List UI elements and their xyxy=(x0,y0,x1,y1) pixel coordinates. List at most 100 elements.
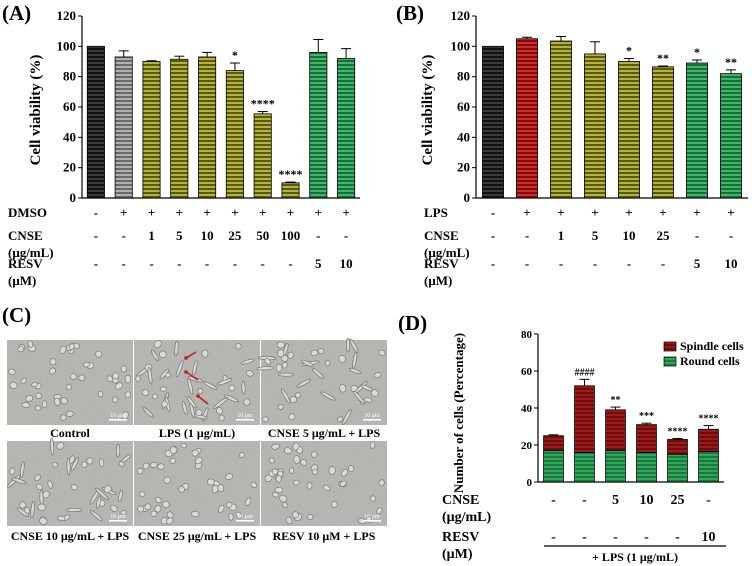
condition-value: - xyxy=(661,256,665,271)
y-tick-label: 80 xyxy=(63,69,76,84)
cell xyxy=(287,351,294,359)
condition-value: 25 xyxy=(228,228,242,243)
significance-label: * xyxy=(626,43,632,57)
y-tick-label: 40 xyxy=(521,403,533,415)
cell xyxy=(285,516,293,525)
cell xyxy=(25,395,34,402)
y-tick-label: 20 xyxy=(457,160,470,175)
cell xyxy=(69,455,75,464)
cell xyxy=(271,443,280,450)
bar xyxy=(720,73,742,199)
cell xyxy=(306,482,313,490)
cell xyxy=(293,455,301,464)
cell xyxy=(35,392,42,399)
cell xyxy=(277,349,285,358)
condition-value: + xyxy=(176,205,183,220)
cell xyxy=(137,468,144,475)
micrograph-tile: 10 μm LPS (1 μg/mL) xyxy=(134,340,260,440)
condition-label: DMSO xyxy=(8,205,47,220)
cell xyxy=(106,375,114,382)
y-tick-label: 60 xyxy=(63,99,76,114)
bar-spindle-cells xyxy=(543,435,564,451)
bar xyxy=(142,61,161,199)
cell xyxy=(83,361,90,368)
condition-value: - xyxy=(551,530,556,545)
condition-value: + xyxy=(557,205,564,220)
cell xyxy=(17,346,24,353)
legend-label: Spindle cells xyxy=(680,339,744,353)
y-tick-label: 60 xyxy=(521,366,533,378)
cell xyxy=(197,388,203,394)
cell xyxy=(296,378,311,388)
condition-value: - xyxy=(525,256,529,271)
cell xyxy=(35,405,42,411)
cell xyxy=(360,384,373,392)
cell xyxy=(239,452,245,458)
cell xyxy=(281,362,288,369)
condition-value: 50 xyxy=(256,228,269,243)
panel-d-ylabel: Number of cells (Percentage) xyxy=(451,333,466,493)
condition-value: + xyxy=(259,205,266,220)
condition-value: - xyxy=(233,256,237,271)
cell xyxy=(378,479,385,487)
cell xyxy=(364,397,373,403)
cell xyxy=(175,360,184,378)
cell xyxy=(279,494,287,503)
cell xyxy=(376,507,383,515)
cell xyxy=(317,348,325,355)
cell xyxy=(186,396,197,409)
cell xyxy=(283,447,292,455)
cell xyxy=(137,505,145,513)
cell xyxy=(192,360,198,376)
cell xyxy=(30,501,35,519)
cell xyxy=(268,457,275,464)
scale-bar-label: 10 μm xyxy=(237,514,253,520)
bar xyxy=(253,113,272,199)
condition-unit: (μg/mL) xyxy=(442,510,491,525)
condition-label: LPS xyxy=(424,205,448,220)
cell xyxy=(49,367,56,375)
bar-round-cells xyxy=(667,453,688,483)
y-tick-label: 100 xyxy=(57,38,77,53)
y-tick-label: 0 xyxy=(464,190,471,205)
condition-value: - xyxy=(525,228,529,243)
micrograph-caption: Control xyxy=(50,426,90,440)
condition-value: - xyxy=(551,493,556,508)
cell xyxy=(68,343,75,351)
cell xyxy=(275,475,282,483)
cell xyxy=(292,442,300,451)
micrograph-caption: RESV 10 μM + LPS xyxy=(273,529,376,543)
cell xyxy=(264,358,272,365)
scale-bar-label: 10 μm xyxy=(364,413,380,419)
cell xyxy=(331,501,338,508)
micrograph-tile: 10 μm Control xyxy=(7,340,133,440)
condition-value: - xyxy=(122,256,126,271)
cell xyxy=(223,394,239,403)
cell xyxy=(99,458,105,468)
cell xyxy=(147,367,153,385)
condition-value: + xyxy=(659,205,666,220)
micrograph-grid: 10 μm Control 10 μm LPS (1 μg/mL) 10 μm CNSE … xyxy=(7,337,387,543)
condition-value: 5 xyxy=(315,256,322,271)
y-tick-label: 0 xyxy=(527,477,533,489)
condition-value: + xyxy=(287,205,294,220)
panel-a-ylabel: Cell viability (%) xyxy=(28,55,44,166)
bar xyxy=(550,40,572,199)
condition-value: 5 xyxy=(176,228,183,243)
condition-label: RESV xyxy=(8,256,43,271)
cell xyxy=(281,354,289,362)
cell xyxy=(66,410,74,417)
micrograph-tile: 10 μm CNSE 5 μg/mL + LPS xyxy=(256,337,387,440)
y-tick-label: 120 xyxy=(57,8,77,23)
cell xyxy=(120,365,127,373)
micrograph-caption: CNSE 5 μg/mL + LPS xyxy=(268,426,381,440)
condition-value: - xyxy=(316,228,320,243)
cell xyxy=(8,368,16,375)
cell xyxy=(256,366,274,371)
cell xyxy=(142,407,154,418)
bar xyxy=(170,58,189,199)
condition-value: - xyxy=(288,256,292,271)
condition-value: - xyxy=(491,228,495,243)
